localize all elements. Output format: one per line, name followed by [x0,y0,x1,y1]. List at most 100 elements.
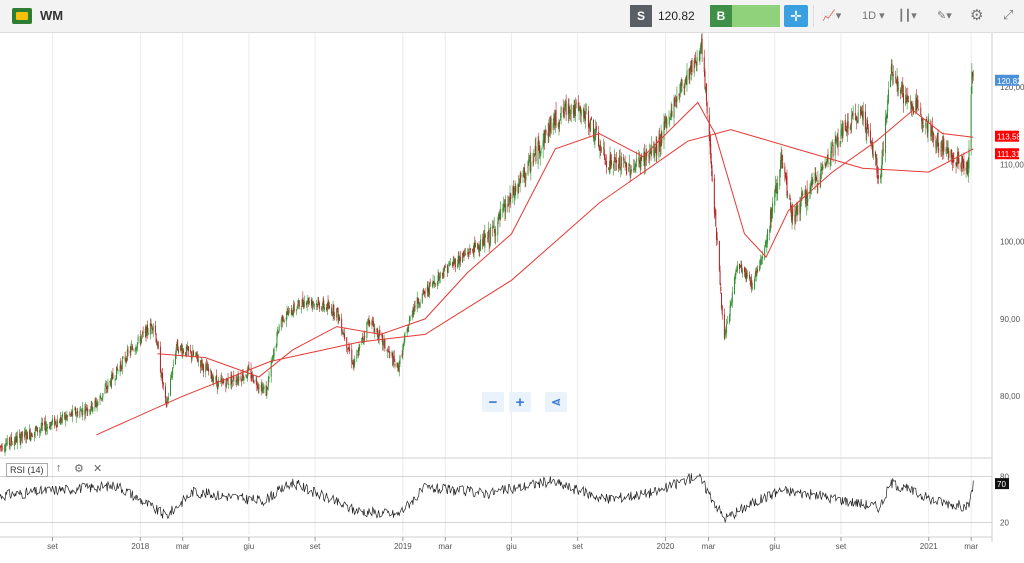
candle-body [419,302,421,307]
candle-body [131,346,133,350]
candle-body [253,380,255,383]
candle-body [401,354,403,357]
candle-body [946,147,948,149]
zoom-in-button[interactable]: + [509,392,531,412]
candle-body [432,280,434,287]
candle-body [464,253,466,255]
candle-body [171,375,173,377]
candle-body [867,119,869,130]
candle-body [710,144,712,159]
interval-select[interactable]: 1D ▾ [862,10,885,22]
candle-body [362,339,364,341]
candle-body [580,110,582,116]
candle-body [558,122,560,127]
zoom-out-button[interactable]: − [482,392,504,412]
share-icon[interactable]: ⋖ [545,392,567,412]
candle-body [331,307,333,314]
expand-icon[interactable]: ⤢ [1003,7,1014,22]
candle-body [825,164,827,167]
candle-body [205,363,207,366]
move-up-icon[interactable]: ↑ [56,462,62,474]
candle-body [688,68,690,80]
candle-body [936,135,938,142]
candle-body [433,281,435,283]
candle-body [590,117,592,120]
sell-button[interactable]: S [630,5,652,27]
candle-body [715,210,717,227]
candle-body [932,131,934,135]
candle-body [545,130,547,133]
candle-body [441,272,443,274]
candle-body [436,282,438,286]
candle-body [333,304,335,316]
candle-body [462,253,464,262]
candles-icon[interactable]: ┃┃▾ [898,10,917,22]
candle-body [785,175,787,179]
candle-body [198,360,200,362]
price-chart[interactable]: 120,00 110,00 100,00 90,00 80,00 120,82 113,5… [0,33,1024,563]
x-tick-label: giu [244,542,255,551]
candle-body [762,256,764,259]
candle-body [362,336,364,341]
candle-body [734,273,736,280]
candle-body [741,264,743,273]
candle-body [429,281,431,285]
candle-body [900,89,902,94]
candle-body [212,376,214,383]
candle-body [550,118,552,133]
candle-body [102,393,104,398]
candle-body [427,285,429,292]
candle-body [169,378,171,396]
candle-body [854,113,856,116]
candle-body [231,374,233,385]
candle-body [930,121,932,137]
candle-body [806,188,808,199]
y-tick-label: 100,00 [1000,238,1024,247]
candle-body [780,160,782,172]
candle-body [288,308,290,309]
candle-body [529,155,531,172]
candle-body [272,355,274,361]
candle-body [408,325,410,333]
rsi-close-icon[interactable]: ✕ [93,463,103,475]
candle-body [669,118,671,120]
candle-body [327,301,329,309]
candle-body [583,109,585,118]
buy-price-box[interactable] [732,5,780,27]
candle-body [316,304,318,308]
wm-logo [12,8,32,24]
candle-body [522,174,524,177]
candle-body [191,356,193,359]
candle-body [972,74,974,76]
candle-body [819,180,821,182]
candle-body [721,293,723,309]
rsi-settings-icon[interactable]: ⚙ [74,463,84,475]
draw-icon[interactable]: ✎▾ [937,10,952,22]
crosshair-icon[interactable]: ✛ [784,5,808,27]
candle-body [943,138,945,152]
candle-body [960,163,962,169]
candle-body [129,351,131,354]
candle-body [21,431,23,438]
candle-body [263,386,265,390]
candle-body [134,348,136,352]
candle-body [870,142,872,146]
candle-body [695,60,697,62]
gear-icon[interactable]: ⚙ [970,7,984,24]
candle-body [923,125,925,127]
candle-body [46,426,48,428]
candle-body [756,267,758,277]
candle-body [326,303,328,312]
x-tick-label: set [310,542,321,551]
candle-body [890,75,892,88]
candle-body [552,122,554,130]
candle-body [434,283,436,287]
chart-type-icon[interactable]: 📈▾ [822,10,842,22]
candle-body [276,332,278,346]
candle-body [287,313,289,315]
candle-body [197,358,199,362]
ma-value-tag [995,130,1019,142]
candle-body [779,169,781,186]
buy-button[interactable]: B [710,5,732,27]
candle-body [543,133,545,138]
